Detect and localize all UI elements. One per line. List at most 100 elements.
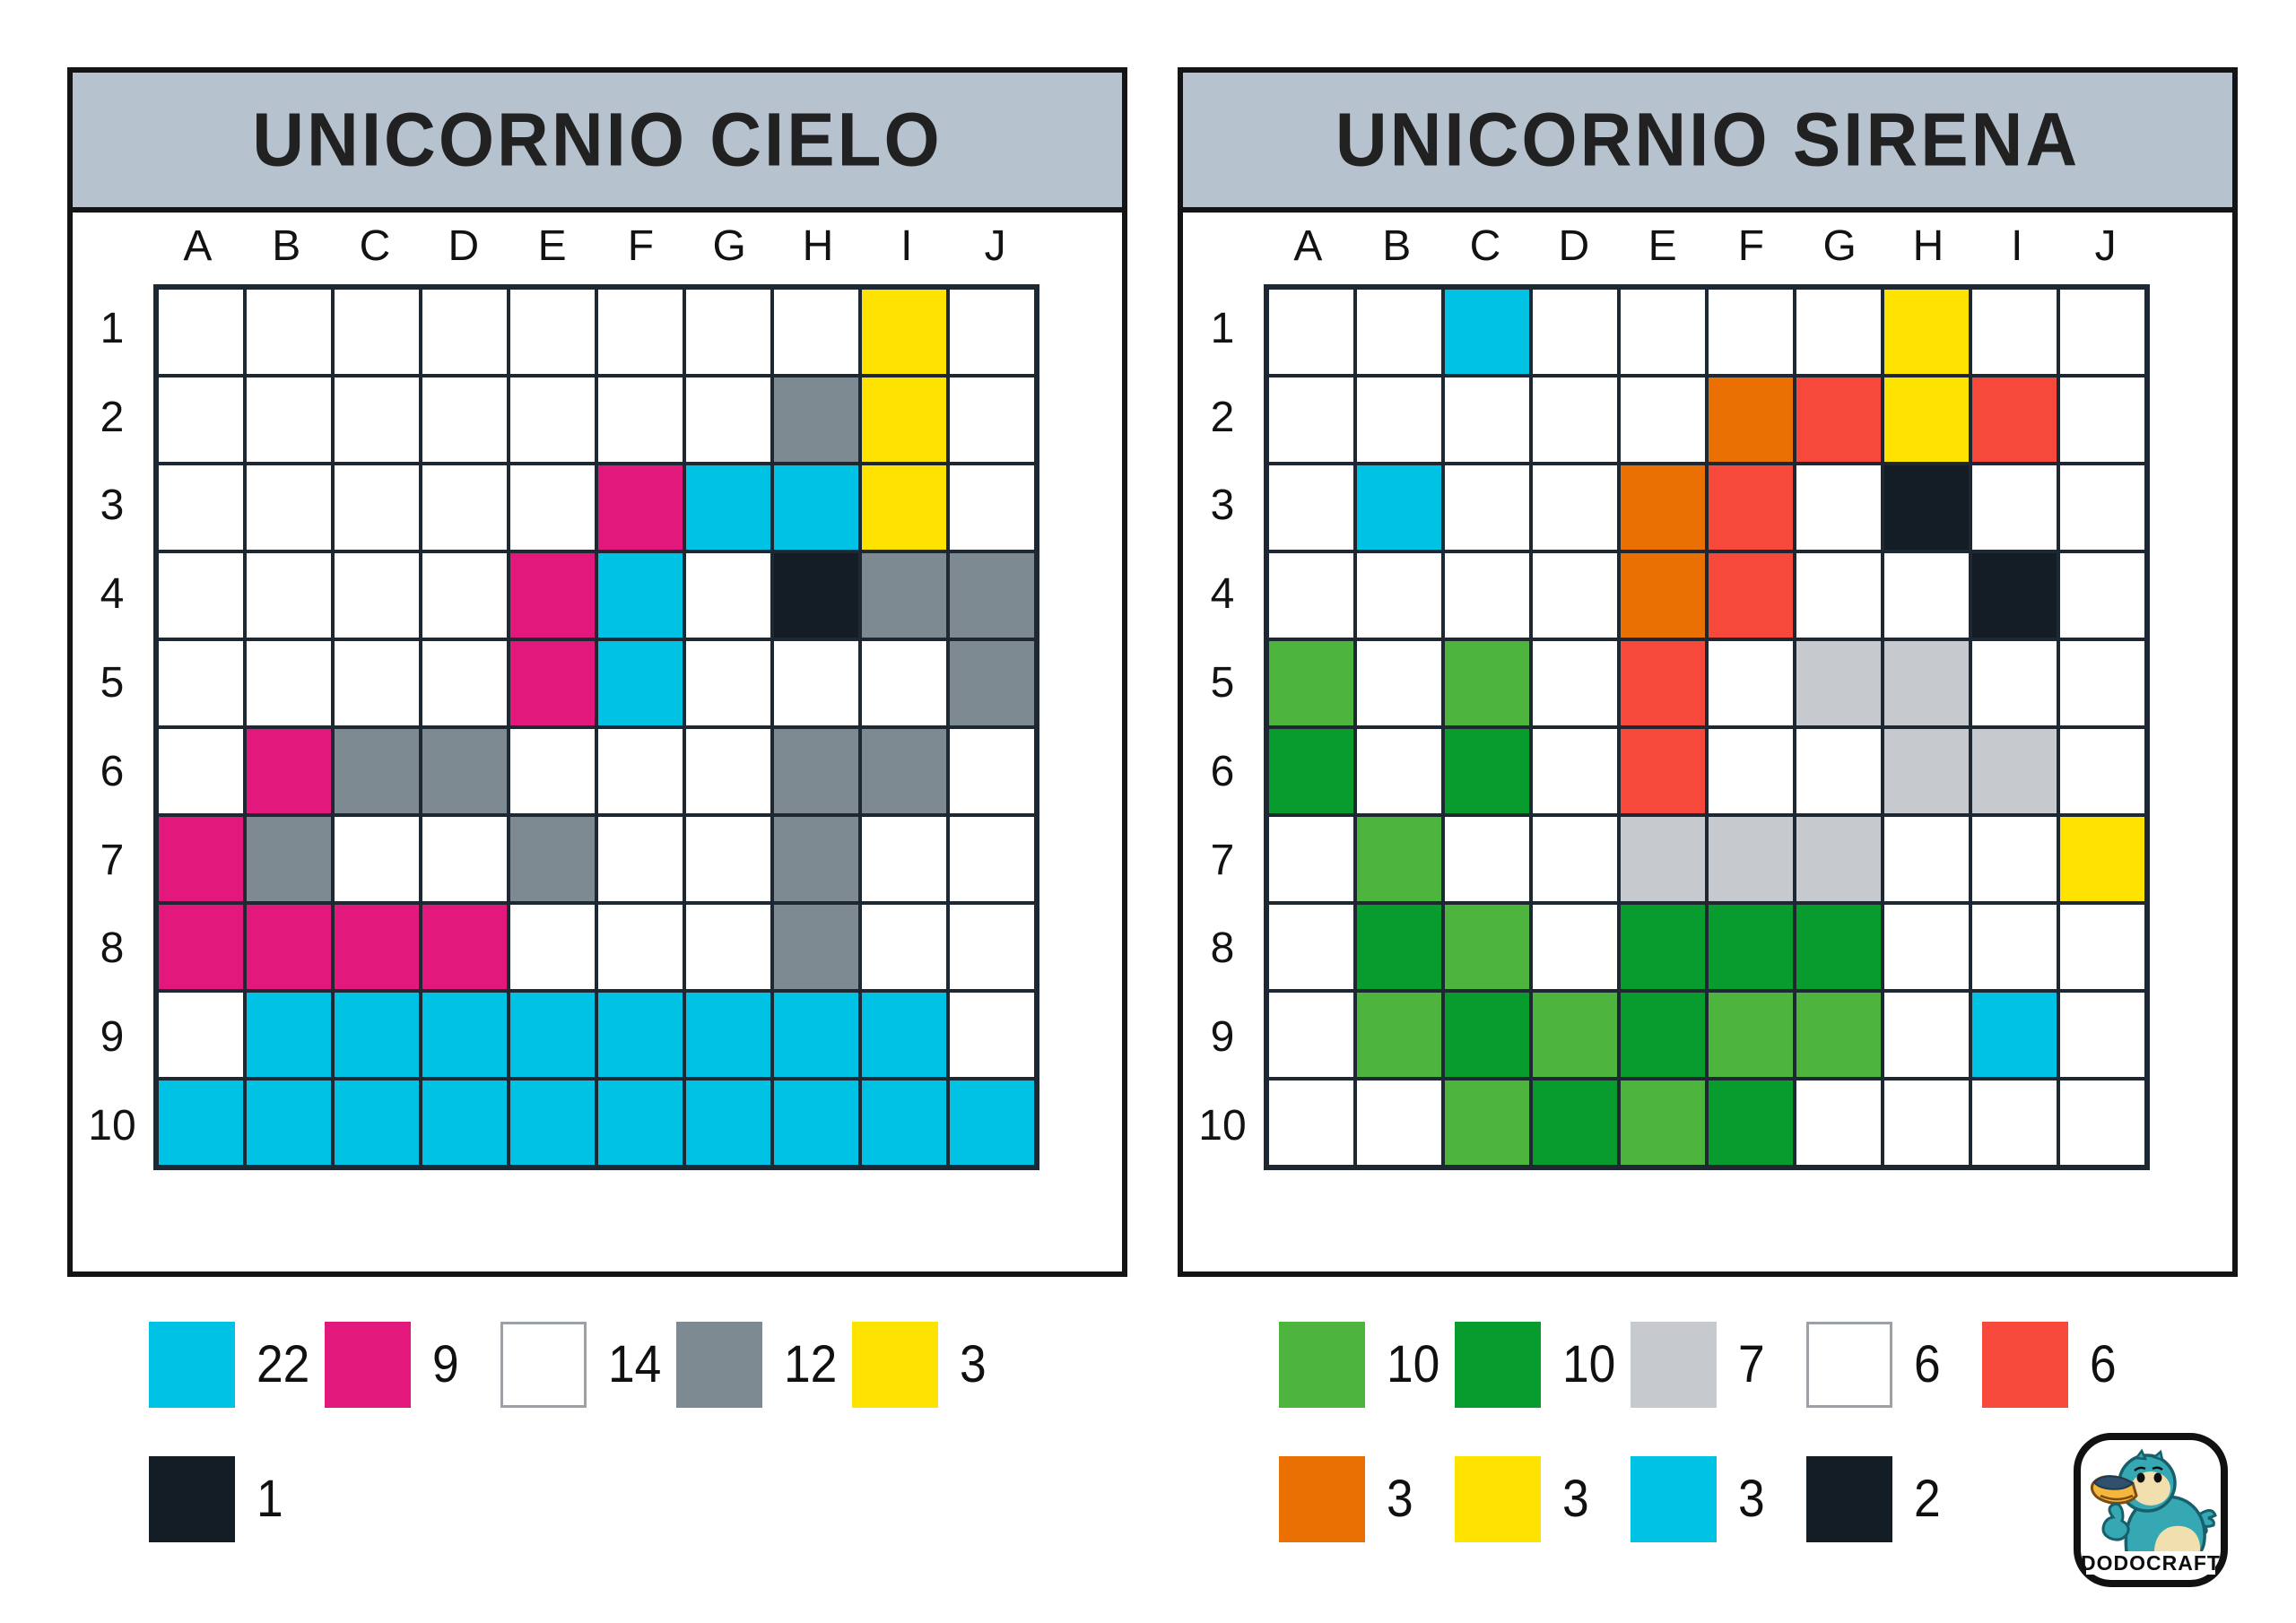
- cell-H2: [774, 378, 858, 462]
- cell-J10: [2060, 1081, 2144, 1165]
- cell-E2: [510, 378, 595, 462]
- cell-C6: [1445, 729, 1529, 813]
- row-label-3: 3: [1210, 482, 1235, 530]
- cell-F2: [1709, 378, 1793, 462]
- legend-entry-darkgreen: 10: [1455, 1321, 1631, 1409]
- row-label-9: 9: [100, 1013, 125, 1062]
- cell-A9: [1269, 993, 1353, 1077]
- legend-count-darkgreen: 10: [1562, 1335, 1616, 1393]
- cell-H10: [774, 1081, 858, 1165]
- cell-E4: [1621, 553, 1705, 638]
- cell-G1: [686, 290, 770, 374]
- column-label-G: G: [712, 221, 746, 270]
- dodo-beak-tip: [2092, 1475, 2135, 1490]
- cell-J1: [2060, 290, 2144, 374]
- legend-count-white: 14: [608, 1335, 662, 1393]
- cell-I10: [1972, 1081, 2057, 1165]
- column-labels: A B C D E F G H I J: [153, 214, 1039, 277]
- legend-entry-yellow: 3: [1455, 1455, 1631, 1543]
- cell-J10: [950, 1081, 1034, 1165]
- cell-I10: [862, 1081, 946, 1165]
- cell-H1: [1884, 290, 1969, 374]
- cell-J4: [2060, 553, 2144, 638]
- page-title: UNICORNIO SIRENA: [1335, 97, 2081, 182]
- dodo-eye-left: [2136, 1472, 2145, 1483]
- cell-F7: [1709, 817, 1793, 901]
- cell-F10: [598, 1081, 683, 1165]
- column-label-A: A: [183, 221, 213, 270]
- cell-G7: [686, 817, 770, 901]
- cell-I1: [1972, 290, 2057, 374]
- cell-G10: [1796, 1081, 1881, 1165]
- legend-swatch-gray: [676, 1322, 762, 1408]
- dodo-brows: [2134, 1466, 2163, 1471]
- dodo-eye-right: [2153, 1472, 2162, 1483]
- cell-H5: [774, 641, 858, 725]
- row-label-8: 8: [100, 924, 125, 973]
- cell-F2: [598, 378, 683, 462]
- cell-B9: [247, 993, 331, 1077]
- cell-A9: [159, 993, 243, 1077]
- legend-entry-white: 14: [500, 1321, 676, 1409]
- cell-E5: [1621, 641, 1705, 725]
- legend-count-lightgray: 7: [1738, 1335, 1765, 1393]
- cell-A2: [159, 378, 243, 462]
- cell-I4: [862, 553, 946, 638]
- cell-C7: [1445, 817, 1529, 901]
- cell-C8: [335, 905, 419, 989]
- cell-J7: [2060, 817, 2144, 901]
- cell-B7: [1357, 817, 1441, 901]
- legend-count-black: 2: [1914, 1470, 1941, 1528]
- cell-F6: [1709, 729, 1793, 813]
- cell-E8: [510, 905, 595, 989]
- cell-F7: [598, 817, 683, 901]
- cell-F5: [598, 641, 683, 725]
- cell-G8: [1796, 905, 1881, 989]
- legend-swatch-lightgray: [1631, 1322, 1717, 1408]
- row-label-10: 10: [88, 1102, 136, 1150]
- cell-B4: [1357, 553, 1441, 638]
- legend-count-cyan: 22: [257, 1335, 310, 1393]
- legend-swatch-black: [149, 1456, 235, 1542]
- column-label-D: D: [1558, 221, 1590, 270]
- row-label-2: 2: [1210, 393, 1235, 441]
- dodo-belly: [2153, 1525, 2201, 1558]
- cell-B2: [247, 378, 331, 462]
- cell-A4: [1269, 553, 1353, 638]
- cell-J2: [2060, 378, 2144, 462]
- cell-A6: [1269, 729, 1353, 813]
- legend-swatch-yellow: [852, 1322, 938, 1408]
- cell-D8: [422, 905, 507, 989]
- legend-swatch-orange: [1279, 1456, 1365, 1542]
- column-label-F: F: [627, 221, 655, 270]
- cell-B1: [247, 290, 331, 374]
- cell-A3: [1269, 465, 1353, 550]
- cell-H6: [774, 729, 858, 813]
- dodo-head-tufts: [2134, 1448, 2164, 1462]
- cell-H8: [1884, 905, 1969, 989]
- cell-E8: [1621, 905, 1705, 989]
- cell-E1: [1621, 290, 1705, 374]
- cell-G9: [686, 993, 770, 1077]
- cell-G1: [1796, 290, 1881, 374]
- cell-E10: [1621, 1081, 1705, 1165]
- cell-F5: [1709, 641, 1793, 725]
- cell-J9: [2060, 993, 2144, 1077]
- cell-H9: [774, 993, 858, 1077]
- column-label-J: J: [984, 221, 1006, 270]
- cell-I8: [862, 905, 946, 989]
- cell-J4: [950, 553, 1034, 638]
- row-label-7: 7: [100, 836, 125, 884]
- legend-swatch-yellow: [1455, 1456, 1541, 1542]
- cell-B7: [247, 817, 331, 901]
- row-label-9: 9: [1210, 1013, 1235, 1062]
- cell-F1: [1709, 290, 1793, 374]
- cell-F1: [598, 290, 683, 374]
- cell-E4: [510, 553, 595, 638]
- cell-G2: [1796, 378, 1881, 462]
- cell-B1: [1357, 290, 1441, 374]
- dodo-wing-thumbs-up: [2101, 1502, 2130, 1541]
- cell-E9: [510, 993, 595, 1077]
- cell-I2: [1972, 378, 2057, 462]
